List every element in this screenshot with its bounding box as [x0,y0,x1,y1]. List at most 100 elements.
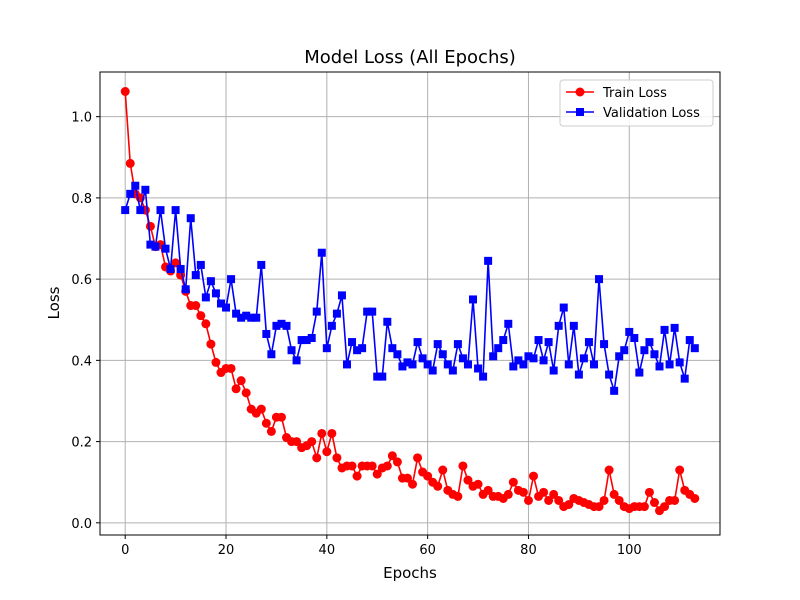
data-point [267,350,276,359]
data-point [332,309,341,318]
data-point [196,260,205,269]
data-point [372,469,382,479]
data-point [227,275,236,284]
data-point [352,471,362,481]
data-point [171,206,180,215]
data-point [519,360,528,369]
data-point [317,428,327,438]
data-point [252,313,261,322]
data-point [151,242,160,251]
y-tick-label: 0.6 [71,273,92,288]
data-point [499,336,508,345]
data-point [242,311,251,320]
data-point [494,344,503,353]
legend-label: Train Loss [602,86,667,101]
data-point [443,360,452,369]
data-point [539,356,548,365]
data-point [145,221,155,231]
data-point [453,340,462,349]
y-tick-label: 0.8 [71,192,92,207]
data-point [690,344,699,353]
x-tick-label: 100 [617,543,642,558]
data-point [489,352,498,361]
data-point [438,465,448,475]
data-point [630,334,639,343]
data-point [312,453,322,463]
data-point [378,372,387,381]
data-point [287,346,296,355]
data-point [534,336,543,345]
legend: Train Loss Validation Loss [559,79,714,127]
data-point [206,339,216,349]
data-point [549,489,559,499]
data-point [604,465,614,475]
data-point [529,354,538,363]
data-point [382,461,392,471]
data-point [292,437,302,447]
data-point [191,301,201,311]
data-point [237,313,246,322]
data-point [423,360,432,369]
data-point [448,366,457,375]
data-point [403,358,412,367]
legend-box [559,79,714,127]
data-point [675,465,685,475]
data-point [196,311,206,321]
data-point [126,189,135,198]
legend-entry: Validation Loss [566,106,700,121]
data-point [595,275,604,284]
data-point [302,336,311,345]
data-point [266,426,276,436]
data-point [589,360,598,369]
data-point [483,485,493,495]
data-point [307,437,317,447]
data-point [166,264,175,273]
data-point [574,370,583,379]
data-point [615,352,624,361]
data-point [226,363,236,373]
data-point [231,384,241,394]
data-point [479,372,488,381]
data-point [413,338,422,347]
data-point [327,428,337,438]
data-point [518,487,528,497]
x-tick-label: 0 [121,543,129,558]
data-point [675,358,684,367]
data-point [660,502,670,512]
data-point [393,350,402,359]
data-point [523,495,533,505]
data-point [387,451,397,461]
data-point [508,477,518,487]
data-point [327,321,336,330]
plot-frame [99,71,721,536]
data-point [241,388,251,398]
data-point [554,321,563,330]
data-point [232,309,241,318]
data-point [660,325,669,334]
data-point [635,368,644,377]
data-point [544,495,554,505]
data-point [564,500,574,510]
data-point [620,346,629,355]
data-point [605,370,614,379]
data-point [347,461,357,471]
data-point [161,244,170,253]
data-point [438,350,447,359]
data-point [544,338,553,347]
data-point [146,240,155,249]
data-point [120,86,130,96]
data-point [554,495,564,505]
data-point [312,307,321,316]
data-point [463,360,472,369]
legend-entry: Train Loss [566,86,667,101]
data-point [474,364,483,373]
data-point [191,271,200,280]
data-point [579,354,588,363]
data-point [125,158,135,168]
data-point [131,181,140,190]
data-point [136,206,145,215]
data-point [484,256,493,265]
data-point [353,346,362,355]
y-axis-title: Loss [45,286,63,319]
data-point [685,336,694,345]
